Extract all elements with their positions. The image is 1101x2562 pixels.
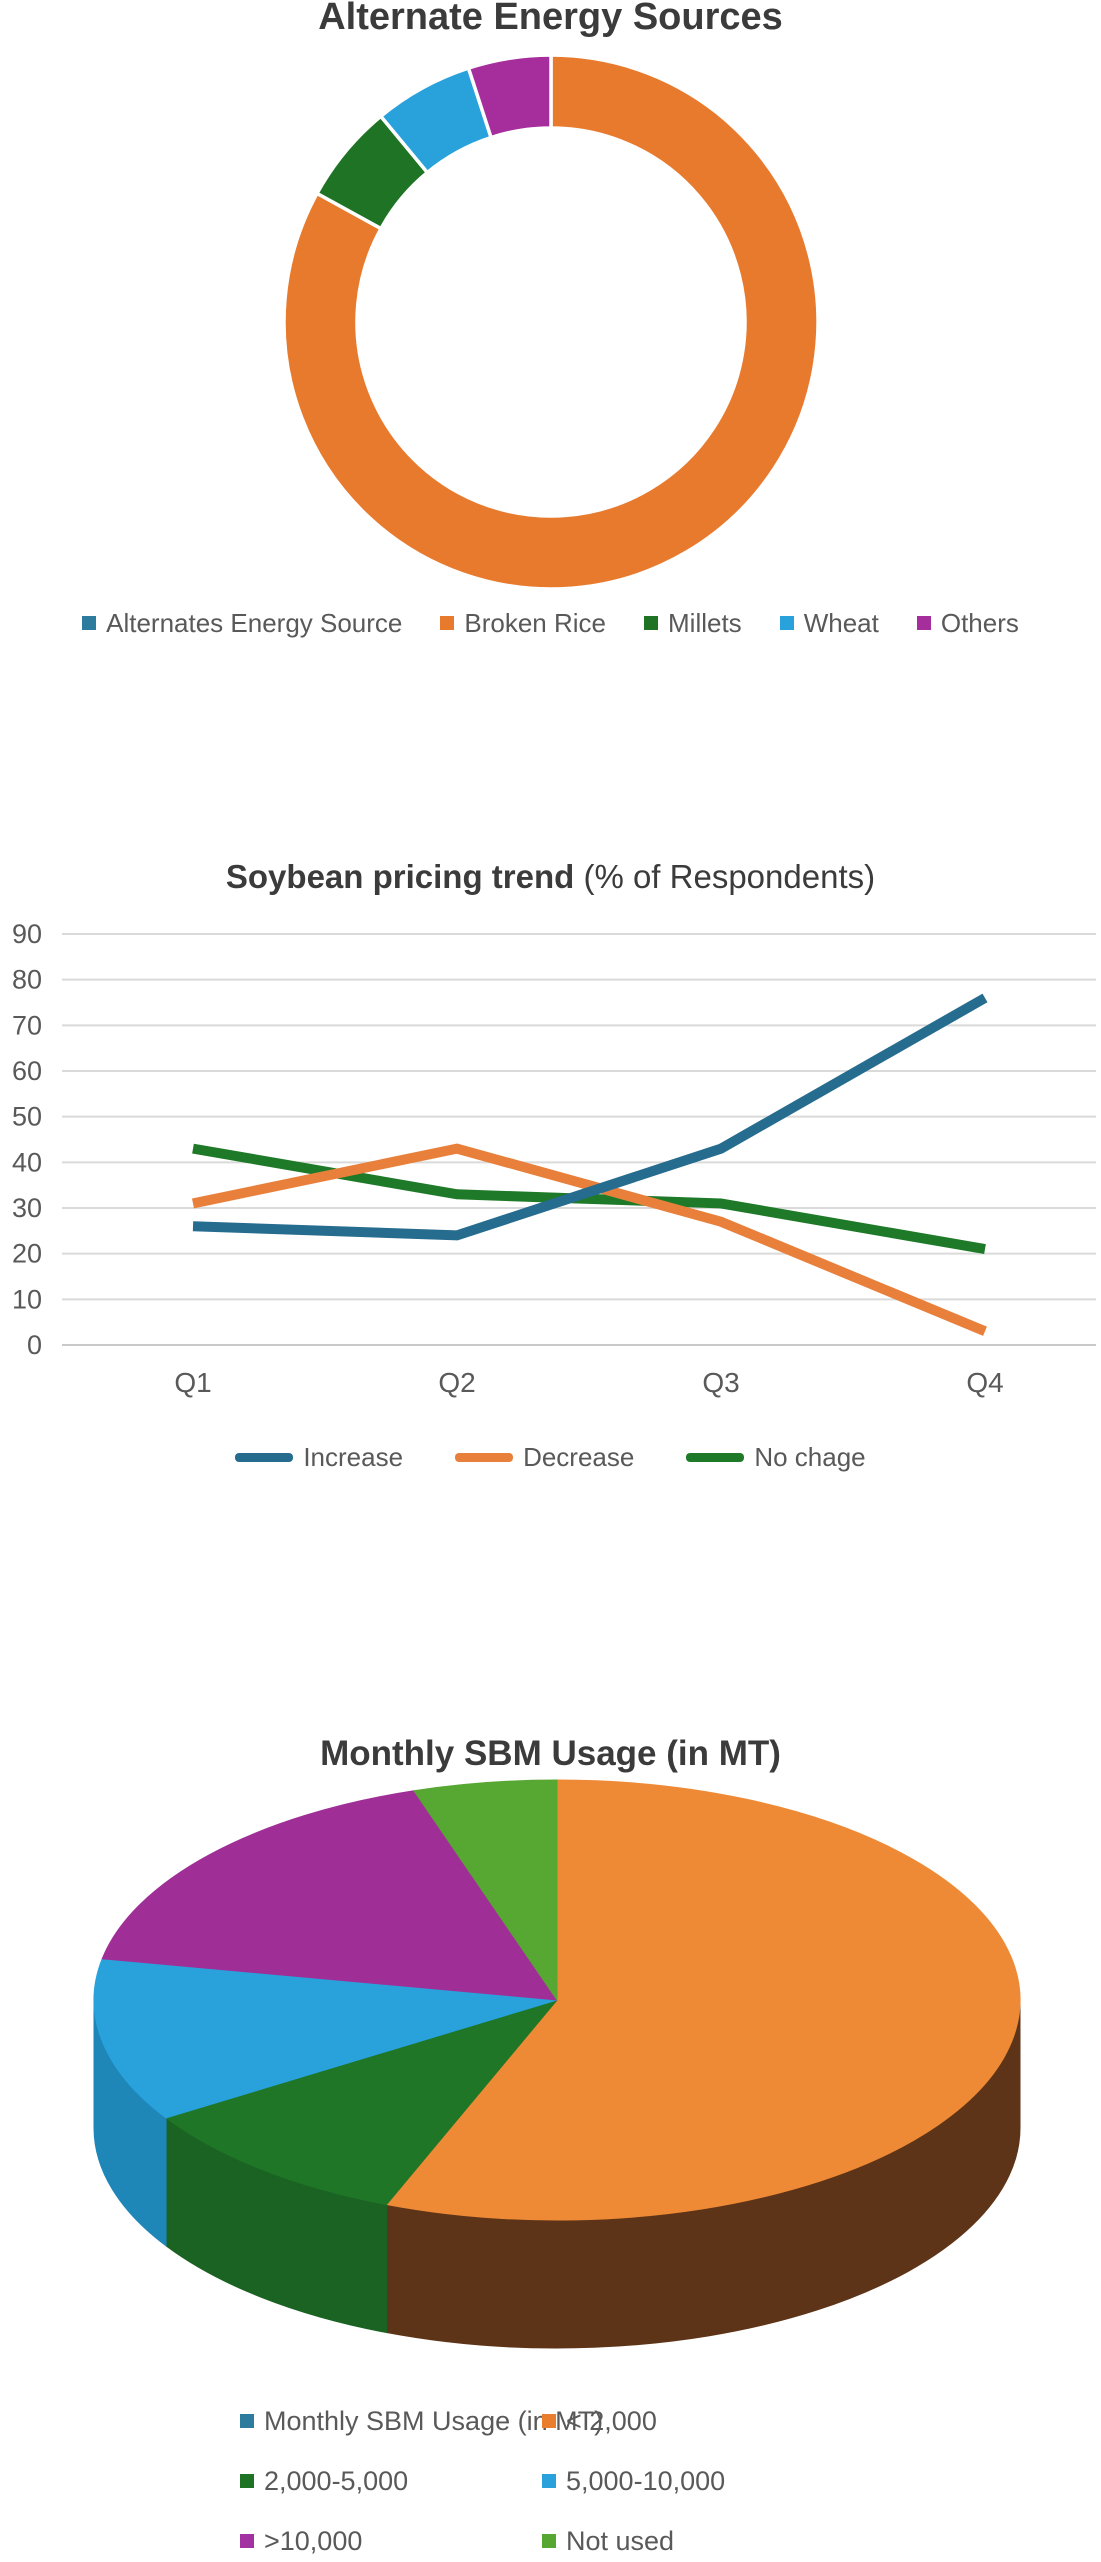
legend-item: Not used xyxy=(542,2520,725,2562)
donut-slice xyxy=(282,53,820,591)
legend-item: 5,000-10,000 xyxy=(542,2460,725,2502)
legend-square-swatch xyxy=(542,2474,556,2488)
legend-square-swatch xyxy=(240,2474,254,2488)
x-axis-tick-label: Q1 xyxy=(174,1367,211,1398)
legend-item: Broken Rice xyxy=(440,608,606,639)
legend-label: No chage xyxy=(754,1441,866,1472)
x-axis-tick-label: Q4 xyxy=(966,1367,1003,1398)
legend-item: No chage xyxy=(686,1441,866,1473)
y-axis-tick-label: 0 xyxy=(27,1330,42,1360)
legend-item: Millets xyxy=(644,608,742,639)
x-axis-tick-label: Q2 xyxy=(438,1367,475,1398)
legend-label: Wheat xyxy=(803,607,879,638)
legend-label: Alternates Energy Source xyxy=(106,607,403,638)
legend-square-swatch xyxy=(240,2414,254,2428)
pie3d-chart xyxy=(93,1779,1021,2349)
pie-slice xyxy=(165,1999,558,2206)
legend-label: 2,000-5,000 xyxy=(264,2465,409,2496)
legend-square-swatch xyxy=(779,616,794,630)
line-chart-title-main: Soybean pricing trend xyxy=(225,858,575,895)
legend-label: Others xyxy=(940,607,1019,638)
legend-square-swatch xyxy=(644,616,659,630)
legend-square-swatch xyxy=(82,616,97,630)
legend-label: 5,000-10,000 xyxy=(566,2465,726,2496)
legend-item: < 2,000 xyxy=(542,2400,725,2442)
line-chart-title-sub: (% of Respondents) xyxy=(574,858,876,895)
legend-item: Decrease xyxy=(455,1442,634,1473)
x-axis-tick-label: Q3 xyxy=(702,1367,739,1398)
pie-slice xyxy=(101,1790,558,2001)
legend-item: >10,000 xyxy=(240,2520,542,2562)
pie-slice xyxy=(93,1958,558,2119)
legend-square-swatch xyxy=(542,2414,556,2428)
legend-item: Increase xyxy=(235,1442,403,1473)
legend-label: Not used xyxy=(566,2525,675,2556)
legend-square-swatch xyxy=(240,2534,254,2548)
legend-line-swatch xyxy=(686,1452,745,1462)
legend-item: Alternates Energy Source xyxy=(82,608,402,639)
legend-square-swatch xyxy=(542,2534,556,2548)
y-axis-tick-label: 30 xyxy=(12,1193,42,1223)
y-axis-tick-label: 80 xyxy=(12,965,42,995)
legend-square-swatch xyxy=(440,616,455,630)
legend-item: 2,000-5,000 xyxy=(240,2460,542,2502)
series-line-1 xyxy=(191,1143,987,1336)
y-axis-tick-label: 70 xyxy=(12,1010,42,1040)
series-line-0 xyxy=(192,993,988,1241)
y-axis-tick-label: 60 xyxy=(12,1056,42,1086)
line-chart: 0 10 20 30 40 50 60 70 80 90 Q1 Q2 Q3 Q4 xyxy=(12,919,1096,1398)
line-chart-title: Soybean pricing trend (% of Respondents) xyxy=(0,858,1101,896)
pie-slice xyxy=(386,1779,1021,2221)
y-axis-tick-label: 50 xyxy=(12,1102,42,1132)
donut-chart xyxy=(282,53,820,591)
pie-chart-title: Monthly SBM Usage (in MT) xyxy=(320,1734,781,1773)
y-axis-tick-label: 90 xyxy=(12,919,42,949)
donut-chart-title: Alternate Energy Sources xyxy=(318,0,783,38)
legend-label: Decrease xyxy=(523,1441,635,1472)
legend-item: Monthly SBM Usage (in MT) xyxy=(240,2400,603,2442)
donut-legend: Alternates Energy Source Broken Rice Mille… xyxy=(0,602,1101,644)
legend-square-swatch xyxy=(916,616,931,630)
pie-legend: Monthly SBM Usage (in MT) < 2,000 2,000-5,… xyxy=(240,2400,1000,2562)
legend-item: Wheat xyxy=(779,607,879,639)
legend-label: Millets xyxy=(668,607,742,638)
legend-label: < 2,000 xyxy=(566,2405,657,2436)
legend-line-swatch xyxy=(235,1452,294,1462)
legend-label: Increase xyxy=(303,1441,404,1472)
pie-slice xyxy=(413,1779,558,2001)
legend-item: Others xyxy=(916,607,1019,639)
donut-slice xyxy=(466,53,553,140)
legend-label: >10,000 xyxy=(264,2525,363,2556)
y-axis-tick-label: 40 xyxy=(12,1147,42,1177)
y-axis-tick-label: 10 xyxy=(12,1284,42,1314)
line-legend: Increase Decrease No chage xyxy=(0,1436,1101,1478)
y-axis-tick-label: 20 xyxy=(12,1239,42,1269)
legend-label: Broken Rice xyxy=(464,607,607,638)
legend-line-swatch xyxy=(455,1452,514,1462)
